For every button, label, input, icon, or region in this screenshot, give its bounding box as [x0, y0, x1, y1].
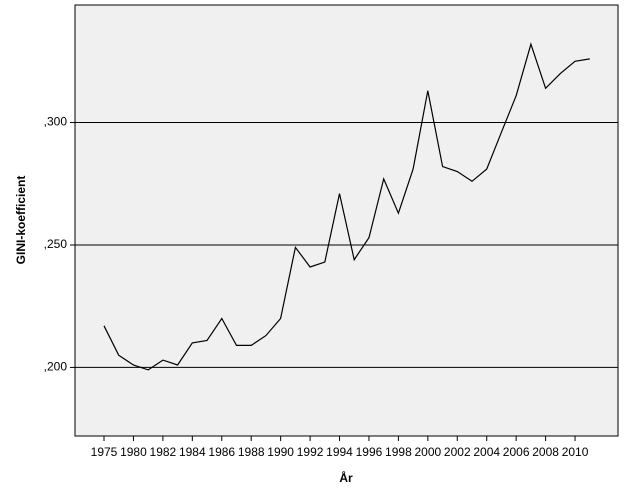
x-tick-label: 1998 — [385, 445, 412, 459]
x-tick-label: 2006 — [503, 445, 530, 459]
x-axis-label: År — [339, 470, 353, 485]
x-tick-label: 1990 — [267, 445, 294, 459]
y-tick-label: ,250 — [44, 237, 68, 251]
data-line — [103, 42, 590, 371]
x-tick-label: 2000 — [414, 445, 441, 459]
x-tick-label: 1994 — [326, 445, 353, 459]
plot-area — [74, 4, 619, 437]
x-tick-label: 2002 — [444, 445, 471, 459]
y-axis-label: GINI-koefficient — [14, 176, 28, 265]
x-tick-label: 1996 — [356, 445, 383, 459]
x-tick-label: 2004 — [473, 445, 500, 459]
y-tick-label: ,300 — [44, 115, 68, 129]
x-tick-label: 1992 — [297, 445, 324, 459]
x-tick-label: 1984 — [179, 445, 206, 459]
x-tick-label: 1986 — [208, 445, 235, 459]
x-tick-label: 1980 — [120, 445, 147, 459]
x-tick-label: 1982 — [150, 445, 177, 459]
x-tick-label: 1988 — [238, 445, 265, 459]
x-tick-label: 2008 — [532, 445, 559, 459]
x-tick-label: 1975 — [91, 445, 118, 459]
x-tick-label: 2010 — [562, 445, 589, 459]
y-tick-label: ,200 — [44, 360, 68, 374]
